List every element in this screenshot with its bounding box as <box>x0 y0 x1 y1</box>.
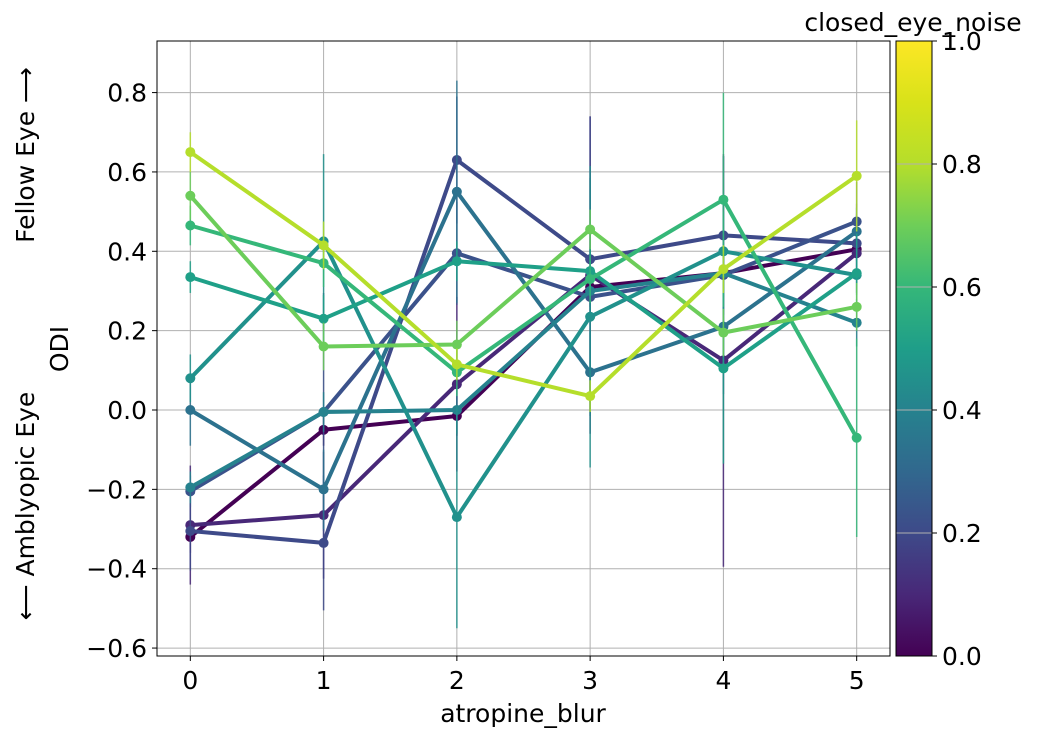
y-axis: −0.6 −0.4 −0.2 0.0 0.2 0.4 0.6 0.8 <box>86 79 157 663</box>
data-point <box>185 272 196 283</box>
data-point <box>851 301 862 312</box>
series-0.7 <box>185 92 862 537</box>
data-point <box>451 186 462 197</box>
y-tick-label: 0.2 <box>107 317 147 346</box>
data-point <box>585 311 596 322</box>
data-point <box>185 482 196 493</box>
colorbar-tick-label: 0.8 <box>942 150 982 179</box>
amblyopic-eye-label: ⟵ Amblyopic Eye <box>11 392 40 621</box>
x-tick-label: 0 <box>182 666 198 695</box>
series-0.9 <box>185 120 862 412</box>
data-point <box>851 268 862 279</box>
data-point <box>718 264 729 275</box>
data-point <box>451 339 462 350</box>
y-tick-label: −0.2 <box>86 475 147 504</box>
series-line <box>189 197 859 439</box>
x-axis-title: atropine_blur <box>440 699 606 728</box>
colorbar-frame <box>895 40 933 657</box>
colorbar-grid <box>896 163 932 534</box>
y-tick-label: −0.6 <box>86 634 147 663</box>
data-point <box>585 224 596 235</box>
y-axis-title: ODI <box>45 326 74 372</box>
colorbar-gradient <box>896 41 932 656</box>
data-point <box>318 484 329 495</box>
series-line <box>188 194 858 349</box>
colorbar-tick-label: 0.0 <box>942 642 982 671</box>
data-point <box>185 190 196 201</box>
data-point <box>851 432 862 443</box>
data-point <box>318 537 329 548</box>
x-tick-label: 1 <box>316 666 332 695</box>
series-line <box>189 247 858 539</box>
colorbar-ticks: 0.0 0.2 0.4 0.6 0.8 1.0 <box>932 27 982 671</box>
data-point <box>451 256 462 267</box>
data-point <box>185 220 196 231</box>
data-point <box>318 406 329 417</box>
x-tick-label: 5 <box>849 666 865 695</box>
y-tick-label: 0.4 <box>107 237 147 266</box>
y-tick-label: 0.0 <box>107 396 147 425</box>
series-line <box>189 271 858 490</box>
data-point <box>185 526 196 537</box>
y-tick-label: 0.6 <box>107 158 147 187</box>
series-0.75 <box>185 171 862 371</box>
colorbar-tick-label: 0.6 <box>942 273 982 302</box>
data-point <box>185 373 196 384</box>
data-point <box>318 341 329 352</box>
y-tick-label: 0.8 <box>107 79 147 108</box>
data-point <box>451 359 462 370</box>
data-point <box>451 512 462 523</box>
data-point <box>585 391 596 402</box>
colorbar-title: closed_eye_noise <box>804 8 1021 37</box>
y-tick-label: −0.4 <box>86 555 147 584</box>
data-point <box>318 313 329 324</box>
data-point <box>718 327 729 338</box>
x-tick-label: 4 <box>715 666 731 695</box>
x-tick-label: 2 <box>449 666 465 695</box>
x-tick-label: 3 <box>582 666 598 695</box>
series-line <box>189 189 858 492</box>
fellow-eye-label: Fellow Eye ⟶ <box>11 67 40 243</box>
x-axis: 0 1 2 3 4 5 <box>182 656 865 695</box>
data-point <box>185 405 196 415</box>
series-line <box>190 251 858 528</box>
series-line <box>189 259 858 371</box>
plot-frame <box>156 40 891 657</box>
colorbar: 0.0 0.2 0.4 0.6 0.8 1.0 closed_eye_noise <box>804 8 1021 671</box>
series-line <box>189 150 858 399</box>
colorbar-tick-label: 1.0 <box>942 27 982 56</box>
data-point <box>718 194 729 205</box>
series-layer <box>185 80 862 629</box>
colorbar-tick-label: 0.2 <box>942 519 982 548</box>
plot-area: 0 1 2 3 4 5 −0.6 −0.4 −0.2 0.0 0.2 0.4 0.6 0.8 <box>86 40 891 695</box>
data-point <box>718 363 729 374</box>
series-0.5 <box>185 154 862 629</box>
data-point <box>185 147 196 158</box>
series-0.55 <box>185 233 862 464</box>
colorbar-tick-label: 0.4 <box>942 396 982 425</box>
data-point <box>851 170 862 181</box>
data-point <box>585 274 596 285</box>
data-point <box>318 240 329 251</box>
